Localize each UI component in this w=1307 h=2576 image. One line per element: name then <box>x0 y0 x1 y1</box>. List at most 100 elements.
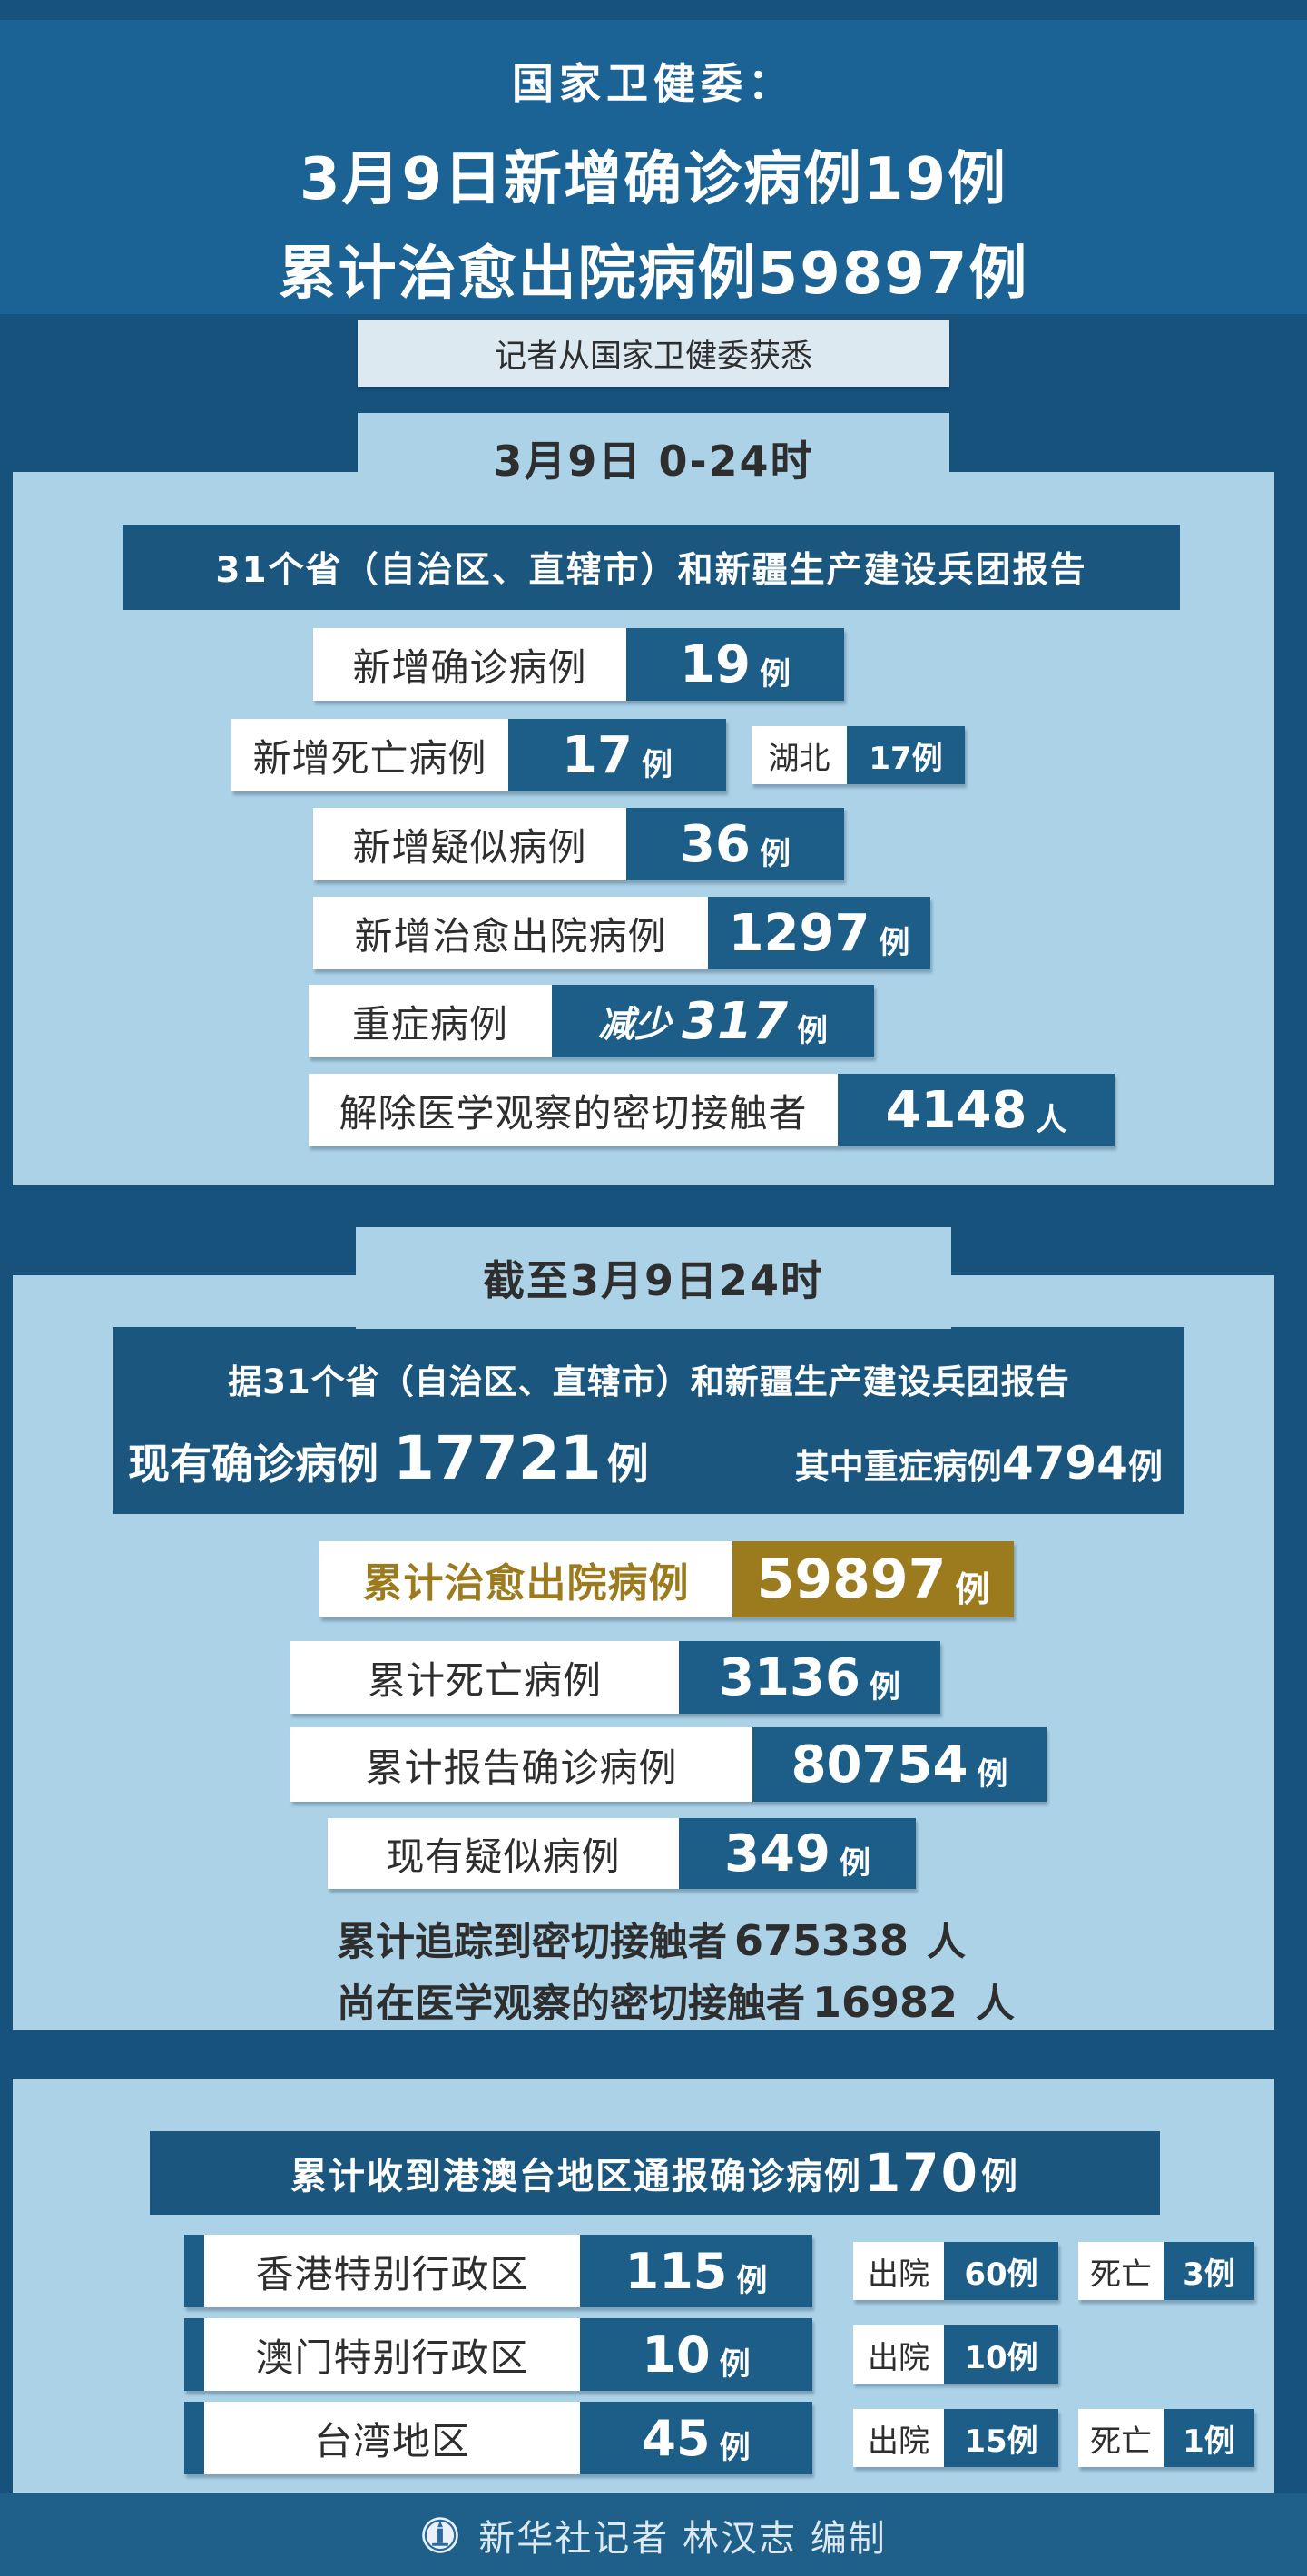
xinhua-logo-icon <box>422 2516 459 2553</box>
stat-value: 3136 <box>719 1647 860 1707</box>
panel-hk-mo-tw: 累计收到港澳台地区通报确诊病例 170 例 香港特别行政区 115 例 出院 6… <box>13 2079 1274 2493</box>
region-value: 10 <box>642 2325 711 2384</box>
region-row-macau: 澳门特别行政区 10 例 出院 10例 <box>184 2318 1058 2391</box>
region-label: 台湾地区 <box>204 2402 580 2474</box>
region-unit: 例 <box>736 2262 768 2299</box>
stat-label: 累计死亡病例 <box>290 1641 679 1714</box>
stat-label: 重症病例 <box>309 985 552 1057</box>
stat-value-box: 59897 例 <box>732 1541 1014 1617</box>
region-row-hongkong: 香港特别行政区 115 例 出院 60例 死亡 3例 <box>184 2235 1254 2307</box>
note-total-contacts: 累计追踪到密切接触者 675338 人 <box>337 1911 966 1967</box>
region-value-box: 45 例 <box>580 2402 812 2474</box>
tab-section2-date: 截至3月9日24时 <box>356 1227 951 1329</box>
stat-unit: 人 <box>1036 1101 1067 1138</box>
stat-unit: 例 <box>641 746 673 783</box>
region-value-box: 10 例 <box>580 2318 812 2391</box>
panel2-header-box: 据31个省（自治区、直辖市）和新疆生产建设兵团报告 现有确诊病例 17721 例… <box>113 1327 1184 1514</box>
deaths-label: 死亡 <box>1078 2409 1164 2467</box>
discharged-label: 出院 <box>853 2242 944 2300</box>
stat-value: 4148 <box>885 1080 1027 1140</box>
panel-cumulative-stats: 据31个省（自治区、直辖市）和新疆生产建设兵团报告 现有确诊病例 17721 例… <box>13 1275 1274 2030</box>
hubei-value: 17例 <box>847 726 965 784</box>
source-note: 记者从国家卫健委获悉 <box>358 320 949 387</box>
panel3-header-value: 170 <box>863 2142 980 2204</box>
panel1-header-bar: 31个省（自治区、直辖市）和新疆生产建设兵团报告 <box>123 525 1180 610</box>
stat-value: 36 <box>680 814 751 874</box>
stat-label: 新增疑似病例 <box>313 808 626 880</box>
stat-row-current-suspected: 现有疑似病例 349 例 <box>328 1818 916 1889</box>
panel3-header-unit: 例 <box>981 2156 1020 2197</box>
severe-note-unit: 例 <box>1127 1447 1163 1487</box>
title-line-1: 3月9日新增确诊病例19例 <box>299 146 1008 213</box>
current-confirmed-value: 17721 <box>393 1423 602 1493</box>
current-confirmed-group: 现有确诊病例 17721 例 <box>128 1423 649 1493</box>
stat-row-released-observation: 解除医学观察的密切接触者 4148 人 <box>309 1074 1115 1146</box>
severe-note-group: 其中重症病例 4794 例 <box>795 1437 1163 1490</box>
stat-value-box: 349 例 <box>679 1818 916 1889</box>
panel2-header-line1: 据31个省（自治区、直辖市）和新疆生产建设兵团报告 <box>228 1362 1070 1401</box>
row-accent-bar <box>184 2402 204 2474</box>
stat-row-new-suspected: 新增疑似病例 36 例 <box>313 808 844 880</box>
stat-row-cumulative-confirmed: 累计报告确诊病例 80754 例 <box>290 1727 1047 1802</box>
stat-unit: 例 <box>839 1844 870 1882</box>
note-unit: 人 <box>927 1920 967 1965</box>
region-label: 澳门特别行政区 <box>204 2318 580 2391</box>
stat-label: 新增治愈出院病例 <box>313 897 708 969</box>
stat-row-new-deaths: 新增死亡病例 17 例 湖北 17例 <box>231 719 965 791</box>
region-value: 115 <box>624 2242 728 2300</box>
deaths-label: 死亡 <box>1078 2242 1164 2300</box>
panel3-header-bar: 累计收到港澳台地区通报确诊病例 170 例 <box>150 2131 1160 2215</box>
stat-value: 80754 <box>791 1735 968 1794</box>
discharged-value: 10例 <box>944 2325 1058 2384</box>
stat-label: 新增死亡病例 <box>231 719 508 791</box>
title-line-2: 累计治愈出院病例59897例 <box>278 241 1029 308</box>
title-block: 国家卫健委： 3月9日新增确诊病例19例 累计治愈出院病例59897例 <box>0 20 1307 314</box>
stat-unit: 例 <box>796 1012 828 1049</box>
stat-value: 19 <box>680 634 751 694</box>
stat-row-severe: 重症病例 减少 317 例 <box>309 985 874 1057</box>
panel3-header-prefix: 累计收到港澳台地区通报确诊病例 <box>290 2156 862 2197</box>
stat-label: 解除医学观察的密切接触者 <box>309 1074 838 1146</box>
region-value: 45 <box>642 2409 711 2467</box>
note-label: 累计追踪到密切接触者 <box>337 1920 727 1965</box>
hubei-label: 湖北 <box>752 726 847 784</box>
note-under-observation: 尚在医学观察的密切接触者 16982 人 <box>337 1972 1015 2029</box>
footer-bar: 新华社记者 林汉志 编制 <box>0 2493 1307 2576</box>
stat-value-box: 1297 例 <box>708 897 930 969</box>
stat-value: 1297 <box>728 903 870 963</box>
stat-unit: 例 <box>759 835 791 872</box>
stat-row-cumulative-recovered: 累计治愈出院病例 59897 例 <box>319 1541 1014 1617</box>
stat-value: 349 <box>724 1824 830 1883</box>
stat-unit: 例 <box>977 1755 1008 1793</box>
tab-section1-date: 3月9日 0-24时 <box>358 413 949 504</box>
stat-value-box: 17 例 <box>508 719 726 791</box>
row-accent-bar <box>184 2318 204 2391</box>
stat-unit: 例 <box>955 1568 990 1609</box>
stat-value-box: 80754 例 <box>752 1727 1047 1802</box>
region-label: 香港特别行政区 <box>204 2235 580 2307</box>
stat-label: 现有疑似病例 <box>328 1818 679 1889</box>
stat-label: 新增确诊病例 <box>313 628 626 701</box>
discharged-value: 15例 <box>944 2409 1058 2467</box>
stat-value: 59897 <box>756 1548 947 1611</box>
region-row-taiwan: 台湾地区 45 例 出院 15例 死亡 1例 <box>184 2402 1254 2474</box>
severe-note-label: 其中重症病例 <box>794 1447 1002 1487</box>
stat-row-new-recovered: 新增治愈出院病例 1297 例 <box>313 897 930 969</box>
discharged-label: 出院 <box>853 2409 944 2467</box>
note-value: 16982 <box>812 1978 958 2027</box>
region-unit: 例 <box>719 2429 751 2466</box>
region-value-box: 115 例 <box>580 2235 812 2307</box>
stat-value: 317 <box>682 991 788 1051</box>
stat-unit: 例 <box>759 655 791 693</box>
note-label: 尚在医学观察的密切接触者 <box>337 1981 805 2027</box>
note-value: 675338 <box>734 1916 909 1965</box>
note-unit: 人 <box>976 1981 1016 2027</box>
stat-unit: 例 <box>869 1668 900 1706</box>
current-confirmed-label: 现有确诊病例 <box>128 1440 378 1489</box>
stat-row-cumulative-deaths: 累计死亡病例 3136 例 <box>290 1641 940 1714</box>
panel2-header-line2: 现有确诊病例 17721 例 其中重症病例 4794 例 <box>113 1423 1184 1493</box>
stat-label: 累计报告确诊病例 <box>290 1727 752 1802</box>
deaths-value: 1例 <box>1164 2409 1254 2467</box>
discharged-label: 出院 <box>853 2325 944 2384</box>
